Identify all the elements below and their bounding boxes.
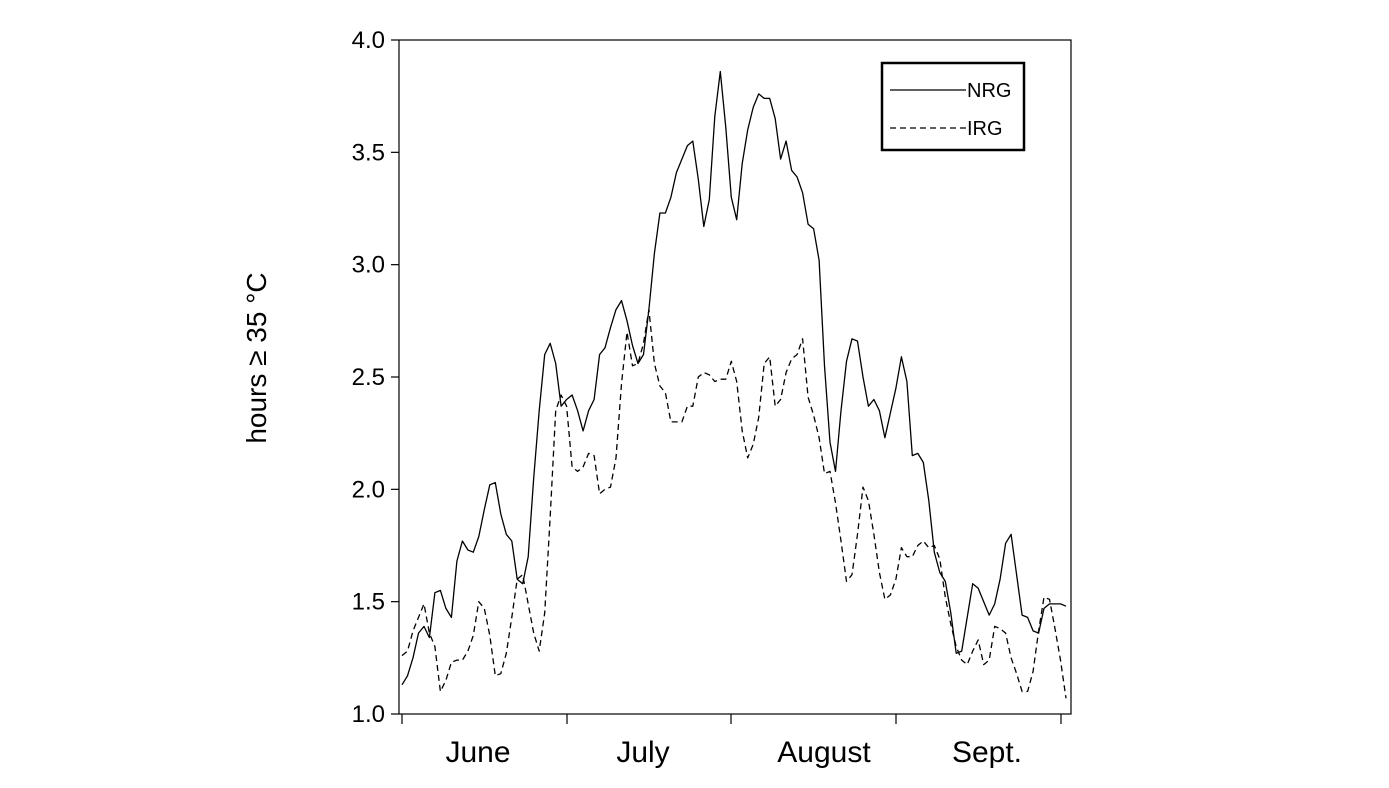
legend: NRG IRG [880,61,1026,152]
legend-label-irg: IRG [967,118,1003,140]
x-axis: June July August Sept. [401,714,1062,769]
y-axis-label: hours ≥ 35 °C [241,272,272,443]
y-tick-label: 1.0 [352,701,385,728]
y-tick-label: 1.5 [352,589,385,616]
series-line-nrg [401,70,1067,686]
legend-label-nrg: NRG [967,80,1011,102]
x-tick-label: August [777,736,871,769]
series-layer [401,70,1067,699]
x-tick-label: July [616,736,669,769]
series-line-irg [401,308,1067,699]
y-tick-label: 3.5 [352,139,385,166]
y-tick-label: 3.0 [352,252,385,279]
x-tick-label: June [445,736,510,769]
x-tick-label: Sept. [952,736,1022,769]
legend-box [880,61,1026,152]
y-tick-label: 2.5 [352,364,385,391]
y-tick-label: 4.0 [352,27,385,54]
y-axis: 1.0 1.5 2.0 2.5 3.0 3.5 4.0 [352,27,399,728]
y-tick-label: 2.0 [352,476,385,503]
